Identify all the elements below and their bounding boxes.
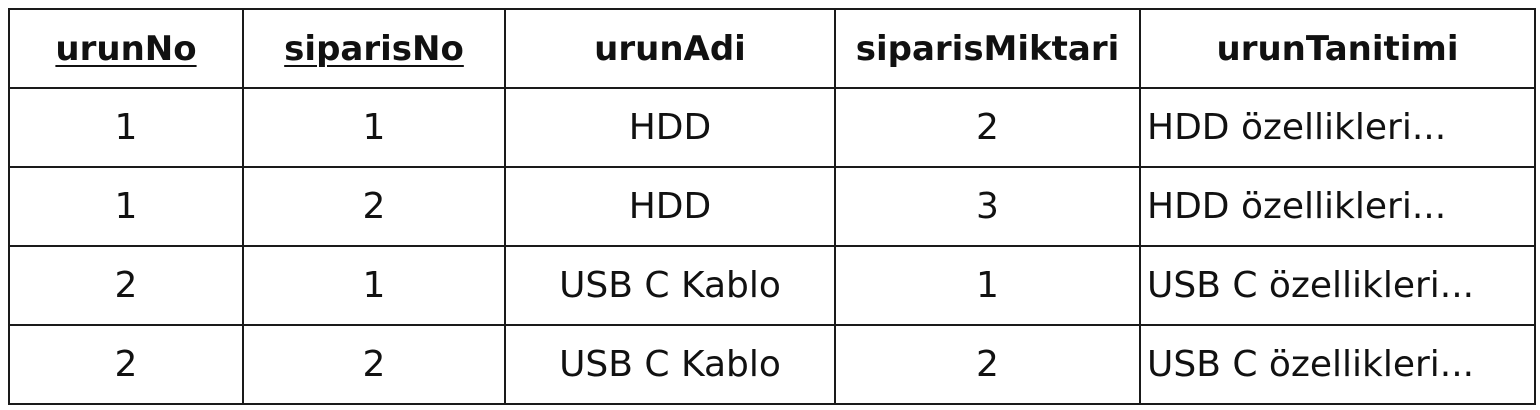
cell-siparisNo: 2 bbox=[242, 324, 506, 405]
cell-urunNo: 2 bbox=[8, 324, 244, 405]
cell-urunTanitimi: USB C özellikleri... bbox=[1139, 324, 1536, 405]
table-row: 1 2 HDD 3 HDD özellikleri... bbox=[8, 166, 1536, 247]
cell-urunAdi: HDD bbox=[504, 166, 836, 247]
column-header-siparisNo: siparisNo bbox=[242, 8, 506, 89]
cell-siparisMiktari: 2 bbox=[834, 87, 1141, 168]
cell-urunAdi: USB C Kablo bbox=[504, 324, 836, 405]
cell-siparisMiktari: 3 bbox=[834, 166, 1141, 247]
cell-siparisMiktari: 2 bbox=[834, 324, 1141, 405]
cell-urunTanitimi: USB C özellikleri... bbox=[1139, 245, 1536, 326]
cell-urunTanitimi: HDD özellikleri... bbox=[1139, 166, 1536, 247]
table-row: 1 1 HDD 2 HDD özellikleri... bbox=[8, 87, 1536, 168]
column-header-siparisMiktari: siparisMiktari bbox=[834, 8, 1141, 89]
cell-siparisNo: 2 bbox=[242, 166, 506, 247]
cell-urunTanitimi: HDD özellikleri... bbox=[1139, 87, 1536, 168]
table-row: 2 1 USB C Kablo 1 USB C özellikleri... bbox=[8, 245, 1536, 326]
cell-siparisMiktari: 1 bbox=[834, 245, 1141, 326]
column-header-urunTanitimi: urunTanitimi bbox=[1139, 8, 1536, 89]
data-table: urunNo siparisNo urunAdi siparisMiktari … bbox=[8, 8, 1536, 405]
cell-urunNo: 1 bbox=[8, 87, 244, 168]
cell-urunNo: 2 bbox=[8, 245, 244, 326]
cell-siparisNo: 1 bbox=[242, 245, 506, 326]
cell-siparisNo: 1 bbox=[242, 87, 506, 168]
column-header-urunNo: urunNo bbox=[8, 8, 244, 89]
column-header-urunAdi: urunAdi bbox=[504, 8, 836, 89]
cell-urunNo: 1 bbox=[8, 166, 244, 247]
table-header-row: urunNo siparisNo urunAdi siparisMiktari … bbox=[8, 8, 1536, 89]
cell-urunAdi: USB C Kablo bbox=[504, 245, 836, 326]
cell-urunAdi: HDD bbox=[504, 87, 836, 168]
table-row: 2 2 USB C Kablo 2 USB C özellikleri... bbox=[8, 324, 1536, 405]
